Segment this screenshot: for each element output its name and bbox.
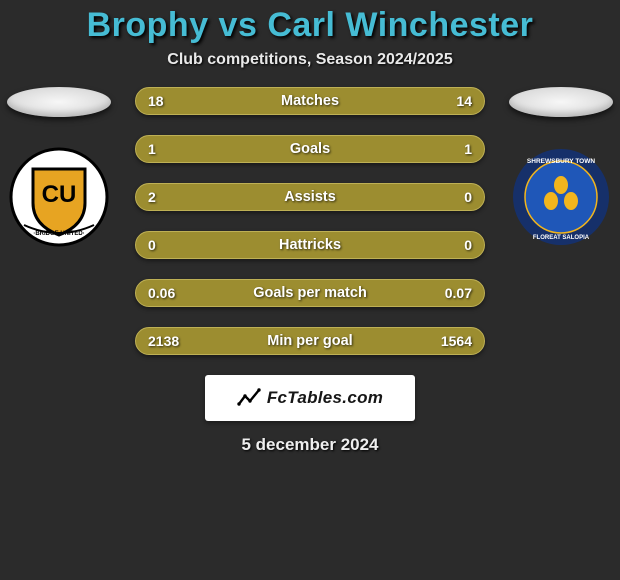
stat-row: 0.06 Goals per match 0.07 [135, 279, 485, 307]
stat-row: 2138 Min per goal 1564 [135, 327, 485, 355]
stat-label: Assists [136, 184, 484, 210]
svg-text:FLOREAT SALOPIA: FLOREAT SALOPIA [533, 235, 590, 241]
fctables-logo-icon [237, 386, 261, 410]
club-crest-right: SHREWSBURY TOWN FLOREAT SALOPIA [511, 147, 611, 247]
stat-label: Goals [136, 136, 484, 162]
player-left-photo-placeholder [7, 87, 111, 117]
branding-text: FcTables.com [267, 388, 383, 408]
stat-row: 2 Assists 0 [135, 183, 485, 211]
stat-label: Min per goal [136, 328, 484, 354]
stat-right-value: 0 [464, 184, 472, 210]
club-crest-left: CU ·BRIDGE UNITED· [9, 147, 109, 247]
stat-label: Goals per match [136, 280, 484, 306]
stat-row: 0 Hattricks 0 [135, 231, 485, 259]
stat-row: 1 Goals 1 [135, 135, 485, 163]
content: CU ·BRIDGE UNITED· SHREWSBURY TOWN [0, 87, 620, 455]
shrewsbury-crest-icon: SHREWSBURY TOWN FLOREAT SALOPIA [511, 147, 611, 247]
stat-label: Matches [136, 88, 484, 114]
svg-text:CU: CU [42, 181, 77, 208]
cambridge-crest-icon: CU ·BRIDGE UNITED· [9, 147, 109, 247]
stat-row: 18 Matches 14 [135, 87, 485, 115]
stat-right-value: 1564 [441, 328, 472, 354]
player-left-column: CU ·BRIDGE UNITED· [4, 87, 114, 247]
branding-box: FcTables.com [205, 375, 415, 421]
footer-date: 5 december 2024 [0, 435, 620, 455]
stat-label: Hattricks [136, 232, 484, 258]
svg-text:SHREWSBURY TOWN: SHREWSBURY TOWN [527, 158, 595, 165]
page-title: Brophy vs Carl Winchester [0, 0, 620, 45]
comparison-bars: 18 Matches 14 1 Goals 1 2 Assists 0 0 Ha… [135, 87, 485, 355]
stat-right-value: 0 [464, 232, 472, 258]
page-subtitle: Club competitions, Season 2024/2025 [0, 51, 620, 69]
player-right-column: SHREWSBURY TOWN FLOREAT SALOPIA [506, 87, 616, 247]
stat-right-value: 1 [464, 136, 472, 162]
player-right-photo-placeholder [509, 87, 613, 117]
stat-right-value: 0.07 [445, 280, 472, 306]
page-root: Brophy vs Carl Winchester Club competiti… [0, 0, 620, 580]
svg-text:·BRIDGE UNITED·: ·BRIDGE UNITED· [33, 231, 84, 237]
stat-right-value: 14 [456, 88, 472, 114]
